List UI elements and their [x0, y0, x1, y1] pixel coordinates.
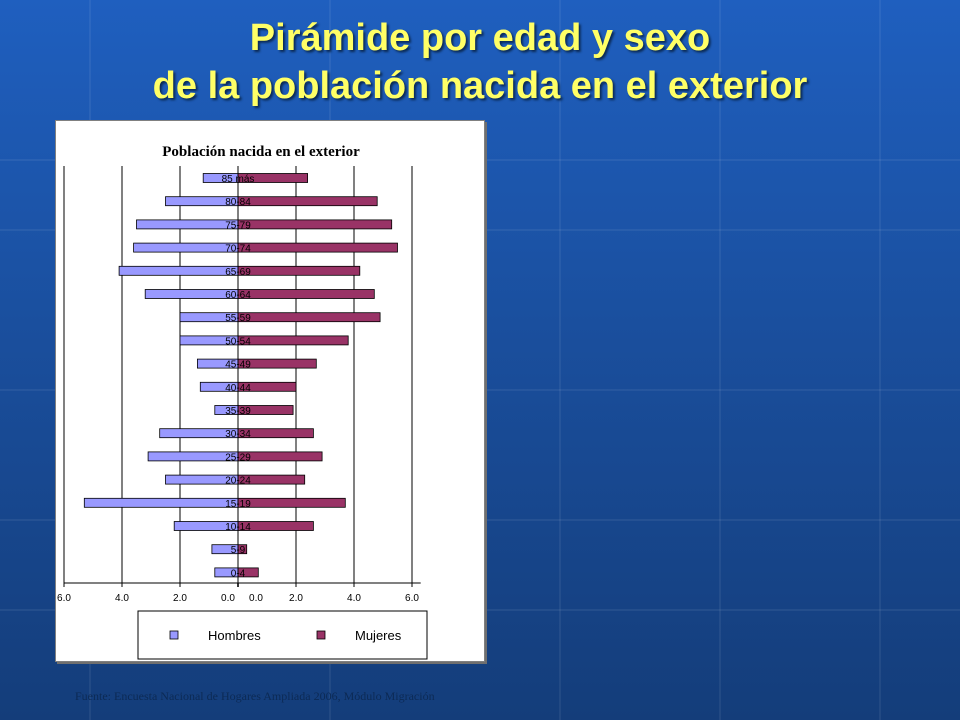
chart-title: Población nacida en el exterior [162, 144, 360, 160]
legend-swatch-mujeres [316, 630, 326, 640]
legend-swatch-hombres [169, 630, 179, 640]
category-label: 0-4 [231, 568, 246, 579]
bar-mujeres [237, 312, 381, 323]
bar-hombres [118, 265, 239, 276]
x-tick-label: 4.0 [347, 593, 361, 604]
legend-label-hombres: Hombres [208, 628, 261, 643]
category-label: 25-29 [225, 452, 251, 463]
category-label: 55-59 [225, 313, 251, 324]
x-tick-label: 4.0 [115, 593, 129, 604]
category-label: 10-14 [225, 522, 251, 533]
population-pyramid-chart: Población nacida en el exterior 85 más 80-… [57, 144, 428, 660]
slide-title-line-2: de la población nacida en el exterior [152, 65, 808, 107]
category-label: 30-34 [225, 429, 251, 440]
x-tick-label: 0.0 [249, 593, 263, 604]
chart-panel: Población nacida en el exterior 85 más 80-… [55, 120, 485, 662]
bar-hombres [83, 497, 239, 508]
category-label: 65-69 [225, 267, 251, 278]
x-tick-label: 6.0 [57, 593, 71, 604]
category-label: 50-54 [225, 336, 251, 347]
x-tick-label: 2.0 [173, 593, 187, 604]
category-label: 85 más [222, 174, 255, 185]
category-label: 20-24 [225, 476, 251, 487]
category-label: 70-74 [225, 244, 251, 255]
bar-mujeres [237, 289, 375, 299]
category-label: 80-84 [225, 197, 251, 208]
bar-hombres [136, 219, 239, 230]
category-label: 40-44 [225, 383, 251, 394]
bar-hombres [144, 289, 239, 299]
category-label: 75-79 [225, 220, 251, 231]
bar-mujeres [237, 242, 398, 253]
category-label: 45-49 [225, 360, 251, 371]
bar-mujeres [237, 265, 361, 276]
bar-mujeres [237, 497, 346, 508]
bar-mujeres [237, 335, 349, 346]
category-label: 35-39 [225, 406, 251, 417]
category-label: 60-64 [225, 290, 251, 301]
bar-mujeres [237, 196, 378, 207]
category-label: 5-9 [231, 545, 246, 556]
x-tick-label: 2.0 [289, 593, 303, 604]
x-tick-label: 0.0 [221, 593, 235, 604]
bar-mujeres [237, 219, 393, 230]
slide-title-line-1: Pirámide por edad y sexo [249, 17, 711, 59]
x-tick-label: 6.0 [405, 593, 419, 604]
source-note: Fuente: Encuesta Nacional de Hogares Amp… [75, 689, 435, 703]
legend-label-mujeres: Mujeres [355, 628, 402, 643]
category-label: 15-19 [225, 499, 251, 510]
bar-hombres [133, 242, 239, 253]
slide-title: Pirámide por edad y sexo de la población… [0, 14, 960, 110]
legend-box [137, 610, 428, 660]
